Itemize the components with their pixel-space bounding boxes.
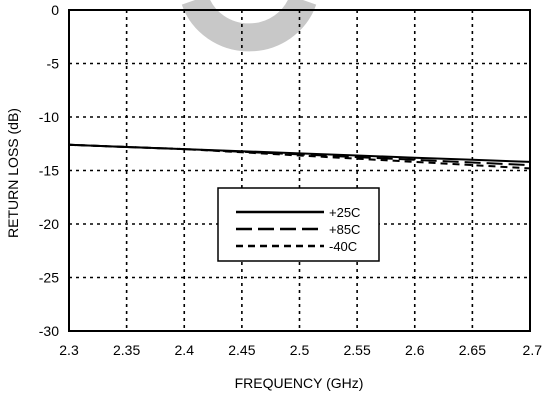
x-tick-label: 2.55 — [344, 342, 371, 358]
y-tick-label: -25 — [39, 270, 59, 286]
legend-label: +85C — [329, 222, 360, 237]
x-tick-label: 2.4 — [175, 342, 195, 358]
y-axis-label: RETURN LOSS (dB) — [5, 108, 21, 238]
watermark-arc — [181, 0, 317, 52]
watermark-arc-shape — [181, 0, 317, 52]
x-tick-label: 2.5 — [290, 342, 310, 358]
x-tick-label: 2.65 — [459, 342, 486, 358]
y-tick-label: -5 — [47, 56, 60, 72]
legend-box — [217, 187, 380, 262]
grid — [69, 10, 530, 331]
x-tick-label: 2.7 — [523, 342, 543, 358]
y-tick-label: -30 — [39, 323, 59, 339]
legend-label: +25C — [329, 205, 360, 220]
y-tick-label: -15 — [39, 163, 59, 179]
y-tick-label: 0 — [51, 2, 59, 18]
y-tick-labels: 0 -5 -10 -15 -20 -25 -30 — [39, 2, 59, 339]
series-line-40C — [68, 143, 531, 170]
plot-frame — [68, 9, 531, 332]
x-tick-labels: 2.3 2.35 2.4 2.45 2.5 2.55 2.6 2.65 2.7 — [59, 342, 542, 358]
x-tick-label: 2.3 — [59, 342, 79, 358]
series-lines — [68, 143, 531, 170]
x-tick-label: 2.35 — [113, 342, 140, 358]
x-axis-label: FREQUENCY (GHz) — [235, 375, 364, 391]
legend: +25C +85C -40C — [217, 187, 380, 262]
x-tick-label: 2.45 — [228, 342, 255, 358]
x-tick-label: 2.6 — [405, 342, 425, 358]
legend-label: -40C — [329, 239, 357, 254]
y-tick-label: -10 — [39, 109, 59, 125]
y-tick-label: -20 — [39, 216, 59, 232]
